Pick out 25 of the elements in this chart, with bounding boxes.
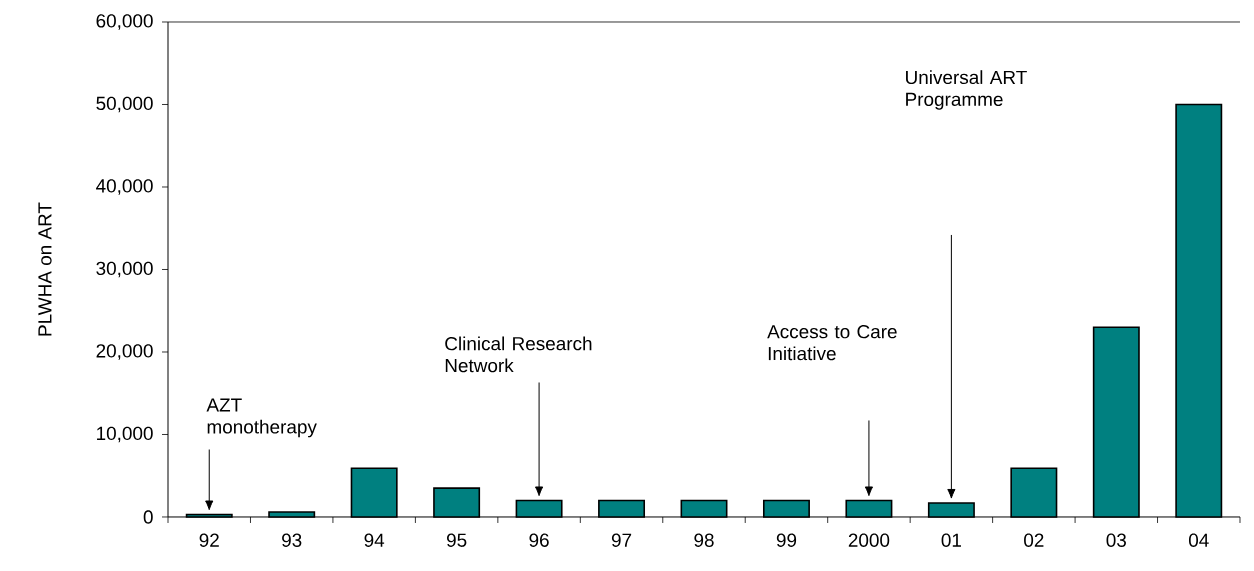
annotation: Universal ART Programme bbox=[906, 70, 1027, 110]
x-tick-label: 99 bbox=[776, 533, 797, 547]
annotation: Clinical Research Network bbox=[445, 336, 592, 373]
annotation: AZT monotherapy bbox=[206, 398, 317, 438]
y-tick-label: 0 bbox=[143, 510, 153, 524]
y-axis-title: PLWHA on ART bbox=[38, 202, 52, 336]
annotation: Access to Care Initiative bbox=[767, 324, 897, 361]
x-tick-label: 97 bbox=[611, 533, 632, 547]
x-tick-label: 95 bbox=[446, 533, 467, 547]
y-tick-label: 60,000 bbox=[96, 14, 153, 30]
y-tick-label: 30,000 bbox=[96, 261, 153, 278]
x-tick-label: 98 bbox=[694, 533, 714, 547]
x-tick-label: 94 bbox=[364, 533, 385, 547]
x-tick-label: 96 bbox=[529, 533, 549, 547]
x-tick-label: 2000 bbox=[848, 533, 890, 547]
y-tick-label: 50,000 bbox=[96, 96, 153, 113]
x-tick-label: 02 bbox=[1024, 533, 1044, 547]
y-tick-label: 40,000 bbox=[96, 179, 153, 195]
x-tick-label: 93 bbox=[282, 533, 302, 547]
y-tick-label: 20,000 bbox=[96, 344, 153, 360]
x-tick-label: 03 bbox=[1106, 533, 1126, 547]
x-tick-label: 04 bbox=[1188, 533, 1209, 547]
x-tick-label: 01 bbox=[941, 533, 961, 547]
y-tick-label: 10,000 bbox=[97, 426, 153, 443]
x-tick-label: 92 bbox=[199, 533, 219, 547]
